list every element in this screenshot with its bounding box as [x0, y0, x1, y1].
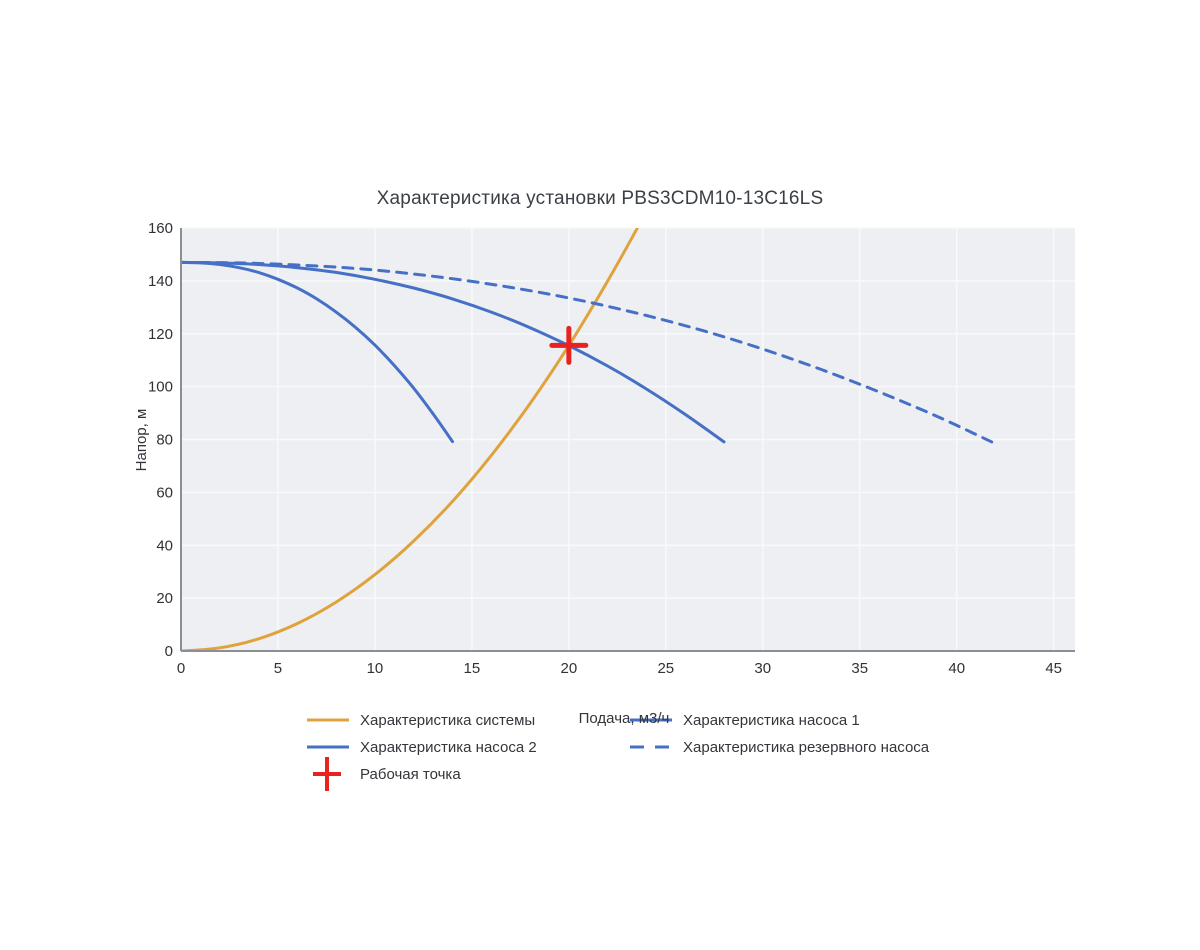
- dashed-line-legend-icon: [630, 745, 672, 749]
- y-tick-label: 120: [148, 326, 173, 343]
- working-point-legend-icon: [313, 757, 341, 791]
- legend-label: Рабочая точка: [360, 765, 461, 783]
- series-curve-3: [181, 260, 997, 446]
- x-axis-title: Подача, м3/ч: [578, 710, 670, 727]
- x-tick-label: 0: [177, 660, 185, 677]
- x-tick-label: 20: [561, 660, 578, 677]
- series-curve-1: [181, 260, 726, 444]
- legend-entry[interactable]: Характеристика насоса 2: [302, 734, 537, 760]
- y-tick-label: 80: [156, 432, 173, 449]
- line-legend-icon: [307, 718, 349, 722]
- x-tick-label: 35: [851, 660, 868, 677]
- series-curve-2: [181, 260, 454, 444]
- y-tick-label: 0: [165, 643, 173, 660]
- line-legend-icon: [630, 718, 672, 722]
- y-tick-label: 160: [148, 220, 173, 237]
- legend-label: Характеристика насоса 1: [683, 711, 860, 729]
- x-tick-label: 45: [1045, 660, 1062, 677]
- line-legend-icon: [307, 745, 349, 749]
- y-axis-title: Напор, м: [133, 408, 150, 472]
- legend-entry[interactable]: Характеристика системы: [302, 707, 535, 733]
- x-tick-label: 10: [367, 660, 384, 677]
- legend-entry[interactable]: Характеристика резервного насоса: [625, 734, 929, 760]
- x-tick-label: 40: [948, 660, 965, 677]
- x-tick-label: 25: [657, 660, 674, 677]
- x-tick-label: 5: [274, 660, 282, 677]
- y-tick-label: 100: [148, 379, 173, 396]
- legend-label: Характеристика насоса 2: [360, 738, 537, 756]
- y-tick-label: 20: [156, 590, 173, 607]
- y-tick-label: 40: [156, 537, 173, 554]
- legend-label: Характеристика системы: [360, 711, 536, 729]
- x-tick-label: 30: [754, 660, 771, 677]
- chart-title: Характеристика установки PBS3CDM10-13C16…: [376, 188, 824, 209]
- legend-label: Характеристика резервного насоса: [683, 738, 930, 756]
- legend-entry[interactable]: Характеристика насоса 1: [625, 707, 860, 733]
- x-tick-label: 15: [464, 660, 481, 677]
- legend-entry[interactable]: Рабочая точка: [302, 757, 461, 791]
- y-tick-label: 140: [148, 273, 173, 290]
- y-tick-label: 60: [156, 484, 173, 501]
